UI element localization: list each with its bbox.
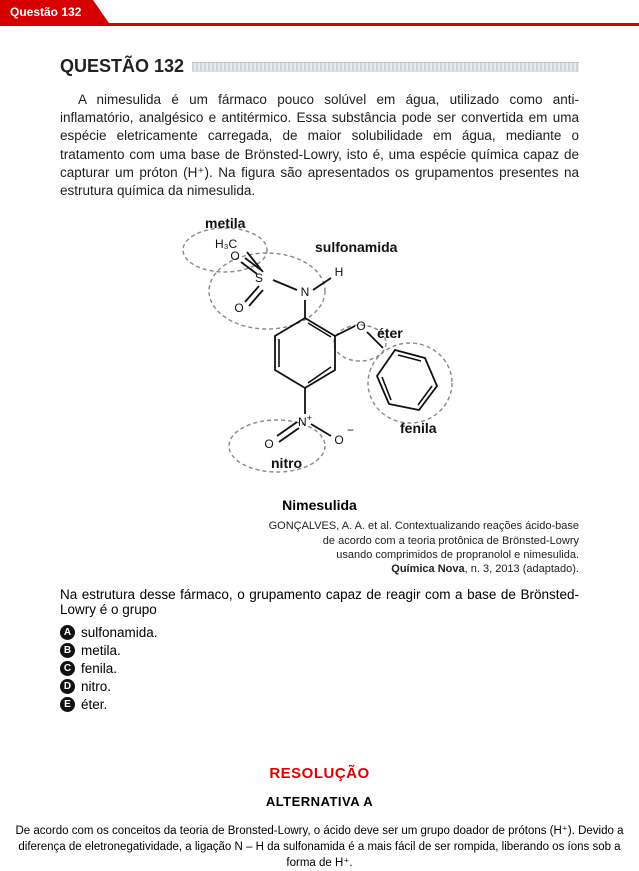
option-badge: A xyxy=(60,625,75,640)
question-paragraph: A nimesulida é um fármaco pouco solúvel … xyxy=(60,91,579,200)
label-fenila: fenila xyxy=(400,420,437,436)
label-n1: N xyxy=(300,285,309,299)
option-c[interactable]: C fenila. xyxy=(60,661,579,676)
label-o2: O xyxy=(234,301,243,315)
citation-line4-rest: , n. 3, 2013 (adaptado). xyxy=(465,563,579,575)
label-h: H xyxy=(334,265,343,279)
label-nitro: nitro xyxy=(271,455,302,471)
question-heading: QUESTÃO 132 xyxy=(60,56,184,77)
option-badge: E xyxy=(60,697,75,712)
alternative-heading: ALTERNATIVA A xyxy=(0,794,639,809)
label-o-ether: O xyxy=(356,319,365,333)
label-o1: O xyxy=(230,249,239,263)
option-b[interactable]: B metila. xyxy=(60,643,579,658)
citation-line4-bold: Química Nova xyxy=(391,563,464,575)
options-list: A sulfonamida. B metila. C fenila. D nit… xyxy=(60,625,579,712)
option-d[interactable]: D nitro. xyxy=(60,679,579,694)
question-prompt: Na estrutura desse fármaco, o grupamento… xyxy=(60,587,579,617)
label-eter: éter xyxy=(377,325,403,341)
label-metila: metila xyxy=(205,215,246,231)
option-badge: C xyxy=(60,661,75,676)
option-text: fenila. xyxy=(81,661,117,676)
tab-strip: Questão 132 xyxy=(0,0,639,26)
figure-wrap: H₃C S O O N H O N+ O O − metila sulfonam… xyxy=(60,208,579,513)
option-e[interactable]: E éter. xyxy=(60,697,579,712)
option-text: nitro. xyxy=(81,679,111,694)
heading-rule xyxy=(192,62,579,72)
option-a[interactable]: A sulfonamida. xyxy=(60,625,579,640)
question-heading-row: QUESTÃO 132 xyxy=(60,56,579,77)
option-text: metila. xyxy=(81,643,121,658)
label-minus: − xyxy=(347,423,354,437)
resolution-heading: RESOLUÇÃO xyxy=(0,765,639,782)
label-sulfonamida: sulfonamida xyxy=(315,239,398,255)
label-s: S xyxy=(254,271,262,285)
label-o4: O xyxy=(334,433,343,447)
citation: GONÇALVES, A. A. et al. Contextualizando… xyxy=(60,519,579,576)
label-o3: O xyxy=(264,437,273,451)
citation-line1: GONÇALVES, A. A. et al. Contextualizando… xyxy=(269,520,579,532)
question-body: A nimesulida é um fármaco pouco solúvel … xyxy=(60,91,579,200)
option-text: éter. xyxy=(81,697,107,712)
figure-title: Nimesulida xyxy=(60,497,579,513)
citation-line3: usando comprimidos de propranolol e nime… xyxy=(336,549,579,561)
option-badge: B xyxy=(60,643,75,658)
resolution-text: De acordo com os conceitos da teoria de … xyxy=(8,823,631,871)
citation-line2: de acordo com a teoria protônica de Brön… xyxy=(323,535,579,547)
option-text: sulfonamida. xyxy=(81,625,158,640)
page-content: QUESTÃO 132 A nimesulida é um fármaco po… xyxy=(0,26,639,725)
question-tab: Questão 132 xyxy=(0,0,93,23)
molecule-svg: H₃C S O O N H O N+ O O − metila sulfonam… xyxy=(155,208,485,488)
option-badge: D xyxy=(60,679,75,694)
